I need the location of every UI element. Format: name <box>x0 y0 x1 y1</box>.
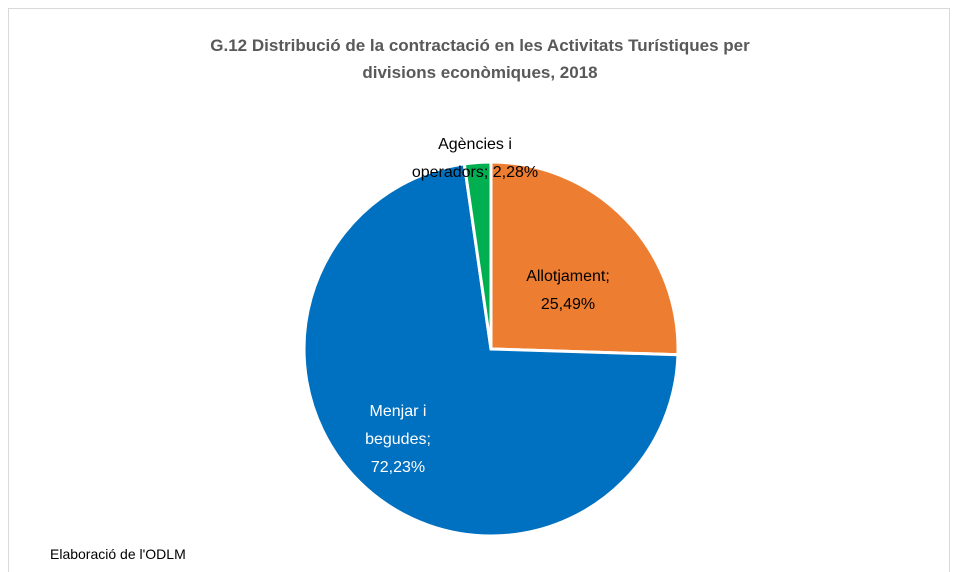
source-note: Elaboració de l'ODLM <box>50 546 186 562</box>
chart-title: G.12 Distribució de la contractació en l… <box>210 36 750 82</box>
label-value: 72,23% <box>370 459 426 476</box>
pie-slice <box>462 160 493 350</box>
pie-slice <box>489 160 680 357</box>
label-value: 2,28% <box>492 164 539 181</box>
data-label: Menjar i begudes; 72,23% <box>358 398 438 482</box>
label-value: 25,49% <box>540 296 596 313</box>
label-category: Agències i operadors <box>411 136 512 181</box>
label-separator: ; <box>483 164 489 181</box>
label-separator: ; <box>605 268 610 285</box>
label-category: Allotjament <box>526 268 606 285</box>
chart-frame <box>8 8 950 572</box>
data-label: Agències i operadors; 2,28% <box>405 131 545 187</box>
label-separator: ; <box>426 431 431 448</box>
pie-slice <box>302 162 680 538</box>
data-label: Allotjament; 25,49% <box>513 263 623 319</box>
label-category: Menjar i begudes <box>365 403 427 448</box>
